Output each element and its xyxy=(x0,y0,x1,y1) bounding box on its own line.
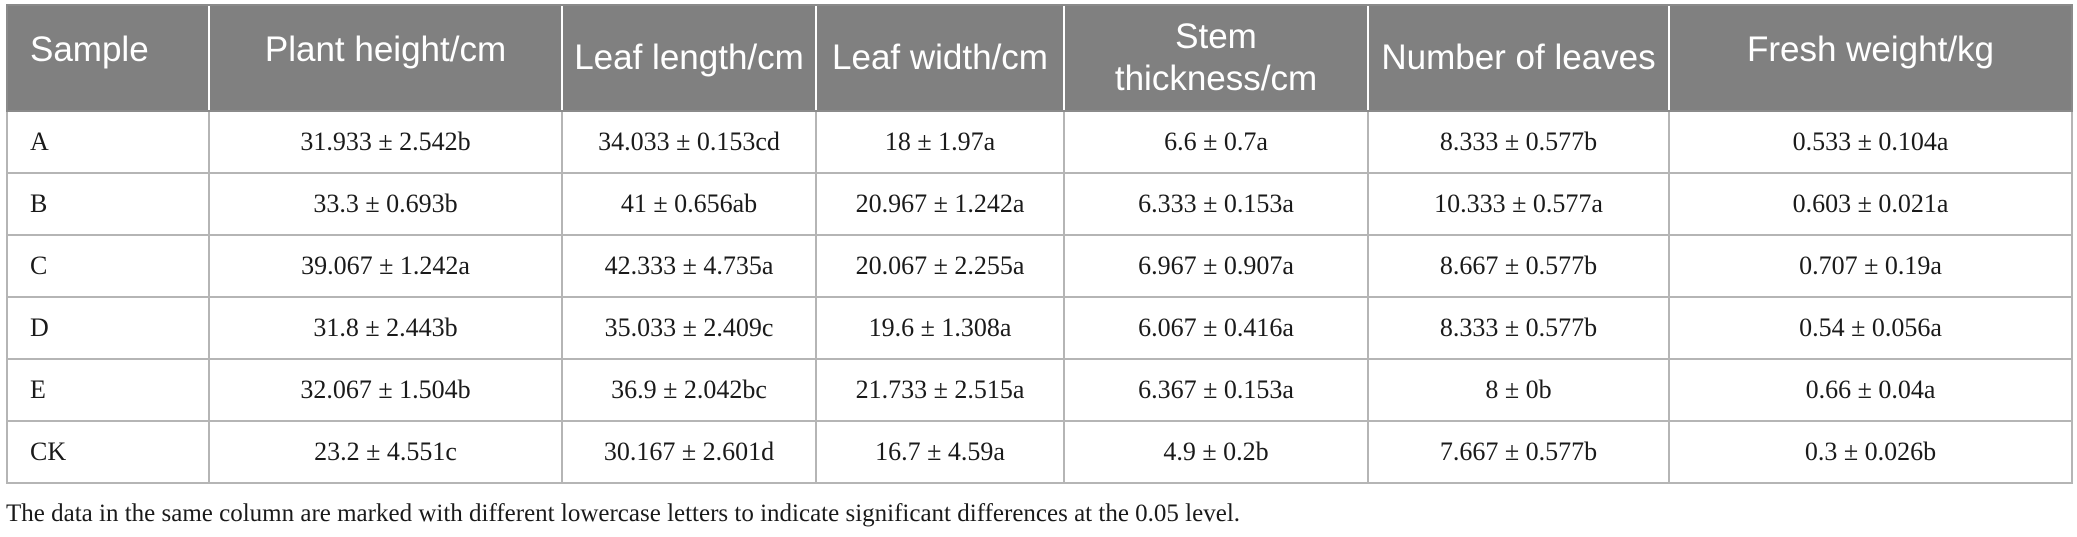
cell-fresh-weight: 0.3 ± 0.026b xyxy=(1668,420,2073,484)
cell-number-of-leaves: 8 ± 0b xyxy=(1367,358,1670,422)
cell-stem-thickness: 6.067 ± 0.416a xyxy=(1063,296,1369,360)
header-stem-thickness-label: Stem thickness/cm xyxy=(1114,17,1318,98)
header-row: Sample Plant height/cm Leaf length/cm Le… xyxy=(6,4,2073,112)
data-table-container: Sample Plant height/cm Leaf length/cm Le… xyxy=(6,4,2073,484)
table-row: D 31.8 ± 2.443b 35.033 ± 2.409c 19.6 ± 1… xyxy=(6,296,2073,360)
cell-sample: D xyxy=(6,296,210,360)
table-row: E 32.067 ± 1.504b 36.9 ± 2.042bc 21.733 … xyxy=(6,358,2073,422)
cell-sample: CK xyxy=(6,420,210,484)
header-fresh-weight: Fresh weight/kg xyxy=(1668,4,2073,112)
cell-plant-height: 31.933 ± 2.542b xyxy=(208,110,563,174)
cell-leaf-length: 41 ± 0.656ab xyxy=(561,172,817,236)
cell-leaf-length: 42.333 ± 4.735a xyxy=(561,234,817,298)
cell-plant-height: 23.2 ± 4.551c xyxy=(208,420,563,484)
cell-number-of-leaves: 7.667 ± 0.577b xyxy=(1367,420,1670,484)
cell-leaf-width: 20.967 ± 1.242a xyxy=(815,172,1065,236)
header-plant-height: Plant height/cm xyxy=(208,4,562,112)
cell-stem-thickness: 6.6 ± 0.7a xyxy=(1063,110,1369,174)
table-footnote: The data in the same column are marked w… xyxy=(6,500,1241,527)
cell-leaf-length: 34.033 ± 0.153cd xyxy=(561,110,817,174)
header-fresh-weight-label: Fresh weight/kg xyxy=(1746,30,1995,69)
cell-sample: E xyxy=(6,358,210,422)
cell-leaf-length: 36.9 ± 2.042bc xyxy=(561,358,817,422)
cell-number-of-leaves: 8.333 ± 0.577b xyxy=(1367,110,1670,174)
cell-number-of-leaves: 8.333 ± 0.577b xyxy=(1367,296,1670,360)
cell-leaf-width: 21.733 ± 2.515a xyxy=(815,358,1065,422)
cell-fresh-weight: 0.66 ± 0.04a xyxy=(1668,358,2073,422)
header-leaf-width-label: Leaf width/cm xyxy=(832,38,1048,77)
cell-fresh-weight: 0.54 ± 0.056a xyxy=(1668,296,2073,360)
cell-leaf-length: 30.167 ± 2.601d xyxy=(561,420,817,484)
cell-plant-height: 31.8 ± 2.443b xyxy=(208,296,563,360)
cell-sample: C xyxy=(6,234,210,298)
header-sample: Sample xyxy=(6,4,209,112)
cell-leaf-width: 16.7 ± 4.59a xyxy=(815,420,1065,484)
table-header: Sample Plant height/cm Leaf length/cm Le… xyxy=(6,4,2073,112)
table-row: A 31.933 ± 2.542b 34.033 ± 0.153cd 18 ± … xyxy=(6,110,2073,174)
cell-sample: B xyxy=(6,172,210,236)
table-row: CK 23.2 ± 4.551c 30.167 ± 2.601d 16.7 ± … xyxy=(6,420,2073,484)
header-stem-thickness: Stem thickness/cm xyxy=(1063,4,1368,112)
table-row: C 39.067 ± 1.242a 42.333 ± 4.735a 20.067… xyxy=(6,234,2073,298)
header-leaf-length-label: Leaf length/cm xyxy=(574,38,804,77)
cell-leaf-width: 20.067 ± 2.255a xyxy=(815,234,1065,298)
cell-plant-height: 32.067 ± 1.504b xyxy=(208,358,563,422)
header-sample-label: Sample xyxy=(30,30,149,69)
cell-stem-thickness: 6.967 ± 0.907a xyxy=(1063,234,1369,298)
cell-number-of-leaves: 10.333 ± 0.577a xyxy=(1367,172,1670,236)
cell-fresh-weight: 0.603 ± 0.021a xyxy=(1668,172,2073,236)
header-leaf-length: Leaf length/cm xyxy=(561,4,816,112)
cell-stem-thickness: 6.367 ± 0.153a xyxy=(1063,358,1369,422)
data-table: Sample Plant height/cm Leaf length/cm Le… xyxy=(6,4,2073,484)
cell-fresh-weight: 0.533 ± 0.104a xyxy=(1668,110,2073,174)
cell-stem-thickness: 6.333 ± 0.153a xyxy=(1063,172,1369,236)
cell-leaf-length: 35.033 ± 2.409c xyxy=(561,296,817,360)
cell-plant-height: 39.067 ± 1.242a xyxy=(208,234,563,298)
cell-leaf-width: 18 ± 1.97a xyxy=(815,110,1065,174)
header-plant-height-label: Plant height/cm xyxy=(264,30,507,69)
cell-plant-height: 33.3 ± 0.693b xyxy=(208,172,563,236)
table-body: A 31.933 ± 2.542b 34.033 ± 0.153cd 18 ± … xyxy=(6,110,2073,484)
table-row: B 33.3 ± 0.693b 41 ± 0.656ab 20.967 ± 1.… xyxy=(6,172,2073,236)
cell-sample: A xyxy=(6,110,210,174)
cell-leaf-width: 19.6 ± 1.308a xyxy=(815,296,1065,360)
cell-stem-thickness: 4.9 ± 0.2b xyxy=(1063,420,1369,484)
header-number-of-leaves-label: Number of leaves xyxy=(1381,38,1656,77)
header-number-of-leaves: Number of leaves xyxy=(1367,4,1669,112)
header-leaf-width: Leaf width/cm xyxy=(815,4,1064,112)
cell-fresh-weight: 0.707 ± 0.19a xyxy=(1668,234,2073,298)
cell-number-of-leaves: 8.667 ± 0.577b xyxy=(1367,234,1670,298)
